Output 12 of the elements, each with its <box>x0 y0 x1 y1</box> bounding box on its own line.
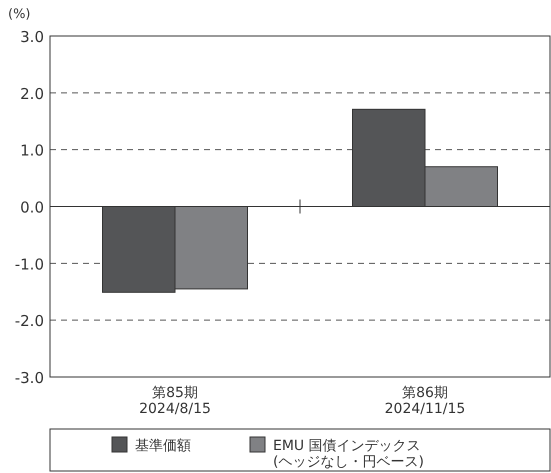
y-tick-label: 3.0 <box>20 28 44 46</box>
y-tick-label: 0.0 <box>20 198 44 216</box>
y-tick-label: -3.0 <box>14 369 44 387</box>
y-axis-title: (%) <box>8 7 30 22</box>
x-tick-label: 第85期 2024/8/15 <box>139 385 211 418</box>
y-tick-label: 1.0 <box>20 142 44 160</box>
legend-label: EMU 国債インデックス (ヘッジなし・円ベース) <box>273 438 424 470</box>
y-tick-label: 2.0 <box>20 84 44 103</box>
y-tick-label: -1.0 <box>14 255 44 274</box>
legend-label: 基準価額 <box>135 438 191 454</box>
y-tick-label: -2.0 <box>14 312 44 330</box>
x-tick-label: 第86期 2024/11/15 <box>384 385 466 418</box>
